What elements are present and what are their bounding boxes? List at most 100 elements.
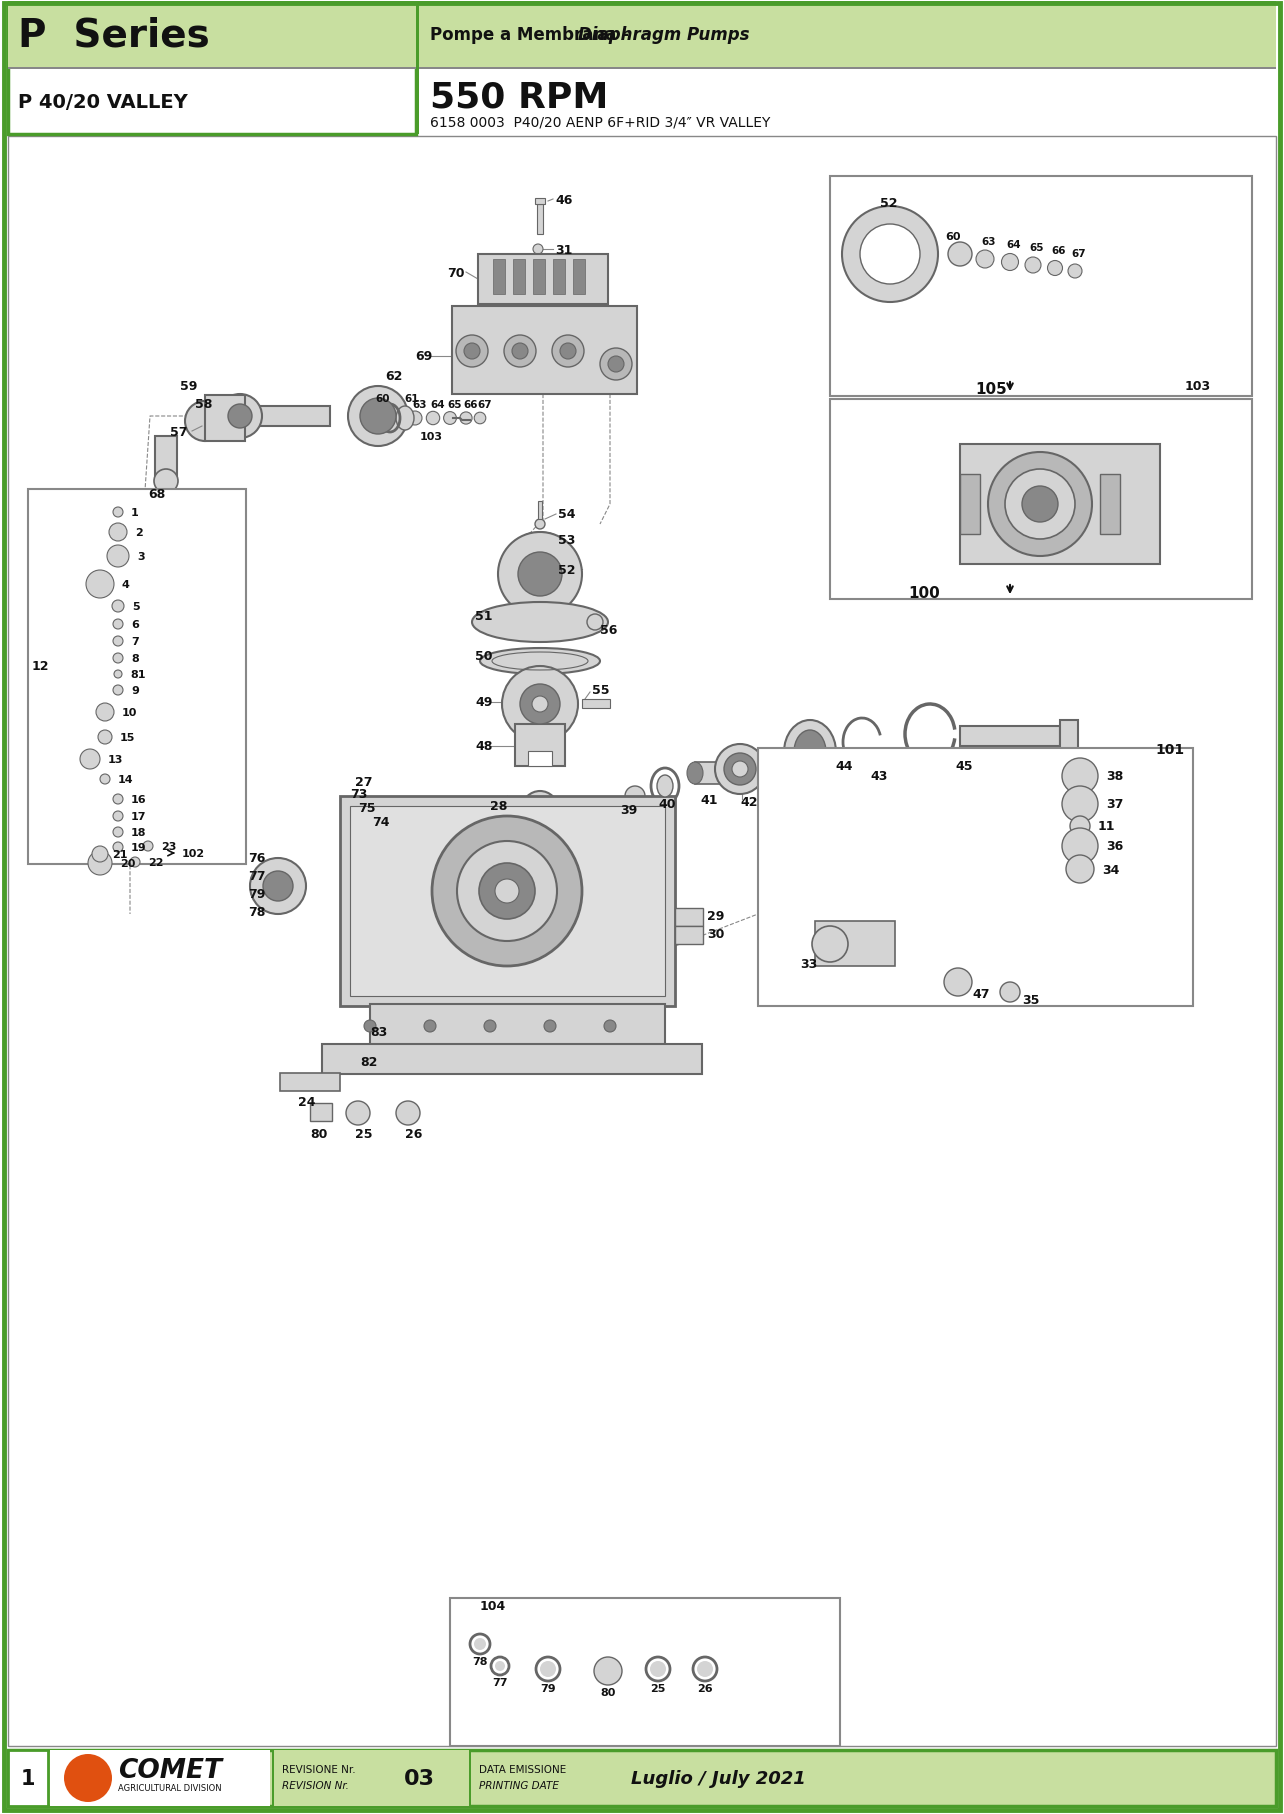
Circle shape	[348, 386, 408, 446]
Circle shape	[113, 508, 123, 517]
Circle shape	[732, 762, 749, 778]
Text: 104: 104	[480, 1600, 506, 1613]
Bar	[515, 724, 565, 767]
Text: P 40/20 VALLEY: P 40/20 VALLEY	[18, 93, 187, 111]
Circle shape	[464, 345, 480, 359]
Bar	[419, 4, 1276, 67]
Text: 36: 36	[1106, 840, 1124, 853]
Bar	[528, 751, 552, 767]
Circle shape	[130, 858, 140, 867]
Text: 43: 43	[871, 771, 887, 784]
Text: 9: 9	[131, 686, 139, 695]
Text: 67: 67	[476, 399, 492, 410]
Circle shape	[498, 533, 582, 617]
Circle shape	[512, 345, 528, 359]
Circle shape	[1005, 470, 1075, 541]
Circle shape	[479, 863, 535, 920]
Bar	[758, 749, 1193, 1007]
Text: 64: 64	[1005, 239, 1021, 250]
Circle shape	[532, 697, 548, 713]
Bar	[960, 727, 1061, 747]
Bar	[675, 909, 704, 927]
Text: 47: 47	[972, 989, 990, 1001]
Text: 83: 83	[370, 1025, 388, 1038]
Bar	[478, 254, 609, 305]
Bar	[553, 259, 565, 296]
Text: 50: 50	[475, 649, 493, 664]
Text: 58: 58	[195, 399, 212, 412]
Text: 1: 1	[21, 1769, 35, 1789]
Circle shape	[112, 600, 125, 613]
Circle shape	[650, 1662, 666, 1678]
Text: 55: 55	[592, 684, 610, 697]
Circle shape	[502, 666, 578, 742]
Bar	[533, 259, 544, 296]
Bar	[675, 927, 704, 945]
Circle shape	[1062, 787, 1098, 822]
Circle shape	[587, 615, 603, 631]
Text: 102: 102	[182, 849, 205, 858]
Text: 103: 103	[420, 432, 443, 443]
Text: 101: 101	[1156, 742, 1184, 756]
Text: 56: 56	[600, 624, 618, 637]
Text: 4: 4	[122, 580, 130, 590]
Text: 38: 38	[1106, 771, 1124, 784]
Text: 30: 30	[707, 927, 724, 940]
Text: 40: 40	[657, 798, 675, 811]
Text: 78: 78	[473, 1656, 488, 1665]
Bar	[8, 4, 416, 134]
Bar	[538, 502, 542, 521]
Text: 65: 65	[1028, 243, 1044, 252]
Text: 8: 8	[131, 653, 139, 664]
Bar	[515, 809, 565, 829]
Circle shape	[603, 1021, 616, 1032]
Text: 7: 7	[131, 637, 139, 646]
Text: 17: 17	[131, 811, 146, 822]
Text: 34: 34	[1102, 863, 1120, 876]
Text: 14: 14	[118, 775, 134, 785]
Ellipse shape	[523, 533, 559, 546]
Bar	[582, 700, 610, 709]
Bar	[829, 178, 1252, 397]
Text: 19: 19	[131, 842, 146, 853]
Bar	[28, 490, 247, 865]
Circle shape	[113, 827, 123, 838]
Text: 31: 31	[555, 243, 573, 256]
Ellipse shape	[480, 649, 600, 675]
Circle shape	[86, 571, 114, 599]
Text: 35: 35	[1022, 992, 1039, 1007]
Circle shape	[426, 412, 439, 426]
Ellipse shape	[785, 720, 836, 785]
Text: 80: 80	[309, 1128, 327, 1141]
Circle shape	[250, 858, 306, 914]
Text: 51: 51	[475, 610, 493, 624]
Circle shape	[533, 245, 543, 254]
Text: 10: 10	[122, 707, 137, 718]
Circle shape	[496, 880, 519, 903]
Circle shape	[424, 1021, 437, 1032]
Circle shape	[520, 684, 560, 724]
Text: 21: 21	[112, 849, 127, 860]
Bar	[205, 395, 245, 443]
Text: 78: 78	[248, 905, 266, 920]
Text: 27: 27	[354, 775, 372, 787]
Text: 33: 33	[800, 958, 817, 970]
Circle shape	[1000, 983, 1019, 1003]
Text: 103: 103	[1185, 381, 1211, 394]
Text: 6: 6	[131, 620, 139, 629]
Circle shape	[609, 357, 624, 374]
Circle shape	[1048, 261, 1062, 276]
Bar	[452, 307, 637, 395]
Circle shape	[457, 842, 557, 941]
Circle shape	[544, 1021, 556, 1032]
Bar	[309, 1103, 333, 1121]
Text: 76: 76	[248, 853, 266, 865]
Circle shape	[523, 791, 559, 827]
Circle shape	[594, 1656, 621, 1685]
Text: 37: 37	[1106, 798, 1124, 811]
Text: P  Series: P Series	[18, 16, 209, 54]
Bar	[50, 1751, 270, 1807]
Circle shape	[600, 348, 632, 381]
Circle shape	[517, 553, 562, 597]
Circle shape	[1022, 486, 1058, 522]
